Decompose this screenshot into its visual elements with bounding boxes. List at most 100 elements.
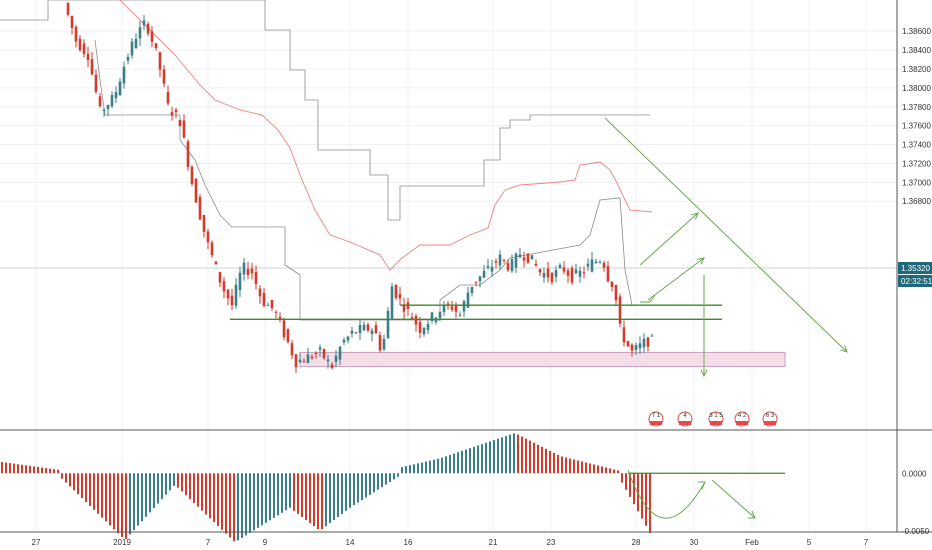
candle-body [226,289,230,299]
histogram-bar [405,466,407,474]
candle-body [134,38,138,49]
histogram-bar [241,473,243,538]
candle-body [186,141,190,167]
candle-body [458,314,462,316]
histogram-bar [37,466,39,474]
histogram-bar [473,446,475,474]
arrow-base [640,294,656,303]
candle-body [82,43,86,54]
histogram-bar [109,473,111,526]
candle-body [622,327,626,343]
badge-label: 3 1 5 [709,413,723,419]
candle-body [70,16,74,28]
candle-body [626,341,630,347]
candle-body [390,286,394,319]
histogram-bar [261,473,263,526]
histogram-bar [77,473,79,495]
x-tick-label: 14 [346,538,355,547]
histogram-bar [245,473,247,536]
y-tick-label: 1.38000 [902,84,931,93]
candle-body [382,338,386,350]
histogram-bar [317,473,319,530]
histogram-bar [1,462,3,474]
histogram-bar [201,473,203,511]
histogram-bar [565,457,567,474]
histogram-bar [93,473,95,510]
histogram-bar [429,460,431,474]
osc-y-tick-label: -0.0050 [902,527,930,536]
arrow-trend-down [604,117,848,353]
candle-body [278,316,282,320]
histogram-bar [365,473,367,498]
candle-body [362,324,366,331]
candle-body [230,295,234,306]
candle-body [638,343,642,349]
x-tick-label: 27 [32,538,41,547]
candle-body [398,294,402,299]
candle-body [478,276,482,282]
candle-body [510,259,514,272]
candle-body [258,288,262,297]
histogram-bar [249,473,251,533]
histogram-bar [213,473,215,523]
histogram-bar [133,473,135,531]
histogram-bar [57,469,59,474]
candle-body [394,284,398,298]
x-tick-label: 30 [690,538,699,547]
histogram-bar [189,473,191,500]
candle-body [462,301,466,312]
candle-body [598,261,602,263]
candle-body [342,339,346,343]
histogram-bar [509,434,511,474]
candle-body [634,345,638,350]
histogram-bar [633,473,635,505]
histogram-bar [609,468,611,474]
histogram-bar [217,473,219,526]
candle-body [474,281,478,283]
histogram-bar [33,466,35,474]
candle-body [122,66,126,84]
histogram-bar [433,459,435,474]
candle-body [202,214,206,232]
histogram-bar [529,440,531,474]
histogram-bar [337,473,339,517]
histogram-bar [165,473,167,495]
candle-body [646,337,650,347]
x-tick-label: 2019 [113,538,131,547]
histogram-bar [581,461,583,474]
arrow-up-2 [647,257,705,301]
candle-body [550,272,554,283]
event-badges: 7 1 4 3 1 5 4 2 6 3 [648,411,778,427]
histogram-bar [221,473,223,530]
candle-body [294,354,298,368]
histogram-bar [437,458,439,474]
histogram-bar [25,465,27,474]
candle-body [190,166,194,184]
candle-body [502,259,506,261]
x-tick-label: 9 [263,538,268,547]
histogram-bar [173,473,175,486]
candle-body [126,56,130,61]
y-tick-label: 1.38600 [902,27,931,36]
event-badge: 4 2 [734,411,750,427]
histogram-bar [485,442,487,474]
candle-body [110,94,114,107]
histogram-bar [501,437,503,474]
y-tick-label: 1.38400 [902,46,931,55]
x-tick-label: 21 [489,538,498,547]
histogram-bar [257,473,259,528]
histogram-bar [585,462,587,474]
candle-body [614,285,618,301]
candles [66,2,654,373]
histogram-bar [69,473,71,487]
support-zone [299,351,786,368]
y-tick-label: 1.37000 [902,178,931,187]
candle-body [570,267,574,283]
histogram-bar [193,473,195,503]
candle-body [274,311,278,313]
y-tick-label: 1.36800 [902,197,931,206]
histogram-bar [517,434,519,474]
histogram-bar [209,473,211,519]
candle-body [630,344,634,351]
